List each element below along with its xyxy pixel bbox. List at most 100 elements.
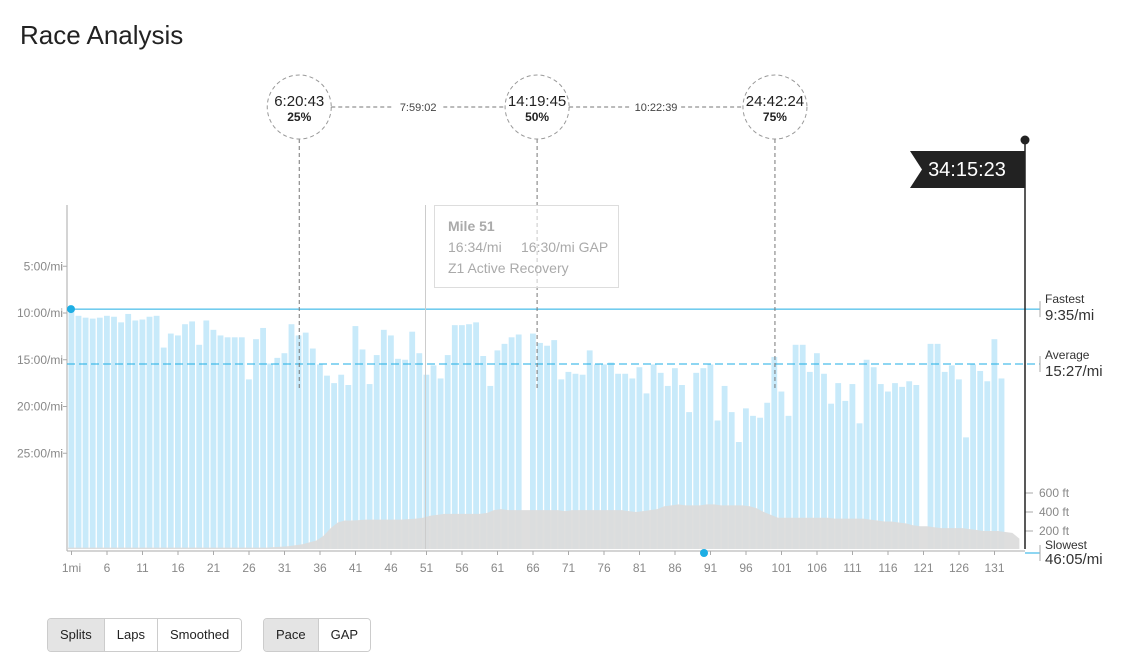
x-tick-label: 51 [420, 561, 434, 575]
y-tick-label: 10:00/mi [17, 306, 63, 320]
pace-bar [757, 417, 763, 549]
pace-bar [331, 383, 337, 549]
x-tick-label: 106 [807, 561, 827, 575]
pace-bar [345, 384, 352, 549]
milestone-time: 6:20:43 [274, 93, 324, 110]
milestone-time: 14:19:45 [508, 93, 566, 110]
pace-bar [870, 367, 877, 549]
average-value: 15:27/mi [1045, 363, 1103, 380]
pace-bar [68, 309, 75, 549]
pace-bar [96, 317, 103, 549]
milestone-percent: 75% [763, 110, 787, 124]
pace-bar [778, 391, 785, 549]
pace-bar [885, 391, 891, 549]
elevation-area [68, 504, 1020, 549]
pace-bar [267, 363, 274, 549]
pace-bar [118, 322, 124, 549]
pace-bar [558, 379, 565, 549]
pace-bar [842, 400, 849, 549]
pace-bar [856, 423, 863, 549]
pace-bar [941, 371, 948, 549]
pace-bar [693, 372, 700, 549]
pace-bar [444, 355, 451, 549]
x-tick-label: 26 [242, 561, 256, 575]
pace-bar [309, 348, 316, 549]
x-tick-label: 71 [562, 561, 576, 575]
pace-bar [906, 381, 913, 549]
pace-bar [948, 365, 955, 549]
pace-bar [238, 337, 245, 549]
pace-bar [934, 343, 941, 549]
pace-bar [224, 337, 231, 549]
pace-bar [196, 344, 203, 549]
pace-bar [317, 364, 323, 549]
gap-button[interactable]: GAP [318, 619, 371, 651]
pace-bar [82, 317, 89, 549]
finish-time: 34:15:23 [928, 159, 1006, 181]
tooltip-pace: 16:34/mi [448, 239, 502, 255]
pace-bar [451, 325, 458, 549]
milestone-circle [266, 74, 332, 140]
laps-button[interactable]: Laps [104, 619, 158, 651]
x-tick-label: 16 [171, 561, 185, 575]
pace-bar [160, 347, 167, 549]
pace-bar [792, 344, 799, 549]
pace-bar [771, 356, 778, 549]
pace-bar [664, 385, 671, 549]
pace-bar [501, 343, 508, 549]
x-tick-label: 126 [949, 561, 969, 575]
milestone-percent: 50% [525, 110, 549, 124]
pace-bar [167, 333, 174, 549]
pace-bar [814, 353, 820, 549]
finish-pole-dot [1020, 135, 1030, 145]
x-tick-label: 76 [597, 561, 611, 575]
pace-bar [480, 356, 487, 549]
pace-bar [246, 379, 252, 549]
pace-bar [217, 335, 224, 549]
pace-bar [402, 359, 408, 549]
pace-bar [799, 344, 806, 549]
pace-bar [572, 373, 579, 549]
interval-label: 10:22:39 [635, 102, 678, 114]
elevation-tick-label: 600 ft [1039, 486, 1070, 500]
splits-button[interactable]: Splits [48, 619, 105, 651]
x-tick-label: 96 [739, 561, 753, 575]
pace-bar [380, 329, 387, 549]
pace-bar [466, 324, 472, 549]
pace-bar [629, 378, 636, 549]
pace-bar [487, 385, 494, 549]
pace-bar [970, 364, 976, 549]
pace-bar [913, 384, 920, 549]
x-tick-label: 91 [704, 561, 718, 575]
pace-bar [806, 371, 813, 549]
pace-bar [352, 326, 359, 549]
page-title: Race Analysis [20, 20, 184, 50]
pace-bar [459, 325, 465, 549]
pace-bar [537, 342, 543, 549]
fastest-dot [67, 305, 75, 314]
pace-bar [977, 370, 984, 549]
pace-bar [111, 316, 117, 549]
pace-bar [700, 368, 707, 549]
y-tick-label: 20:00/mi [17, 400, 63, 414]
pace-bar [189, 321, 195, 549]
metric-toggle: Pace GAP [263, 618, 372, 652]
tooltip-gap: 16:30/mi GAP [521, 239, 609, 255]
smoothed-button[interactable]: Smoothed [158, 619, 242, 651]
pace-bar [530, 333, 536, 549]
pace-bar [203, 320, 210, 549]
slowest-label: Slowest [1045, 538, 1088, 552]
x-tick-label: 61 [491, 561, 505, 575]
x-tick-label: 131 [984, 561, 1004, 575]
pace-bar [231, 337, 238, 549]
elevation-tick-label: 400 ft [1039, 505, 1070, 519]
x-tick-label: 31 [278, 561, 292, 575]
x-tick-label: 46 [384, 561, 398, 575]
pace-bar [863, 359, 870, 549]
pace-bar [991, 339, 998, 549]
pace-bar [281, 353, 288, 549]
pace-chart: 5:00/mi 10:00/mi 15:00/mi 20:00/mi 25:00/mi 1… [17, 74, 1103, 575]
pace-bar [622, 373, 629, 549]
pace-button[interactable]: Pace [264, 619, 319, 651]
pace-bar [892, 383, 898, 549]
